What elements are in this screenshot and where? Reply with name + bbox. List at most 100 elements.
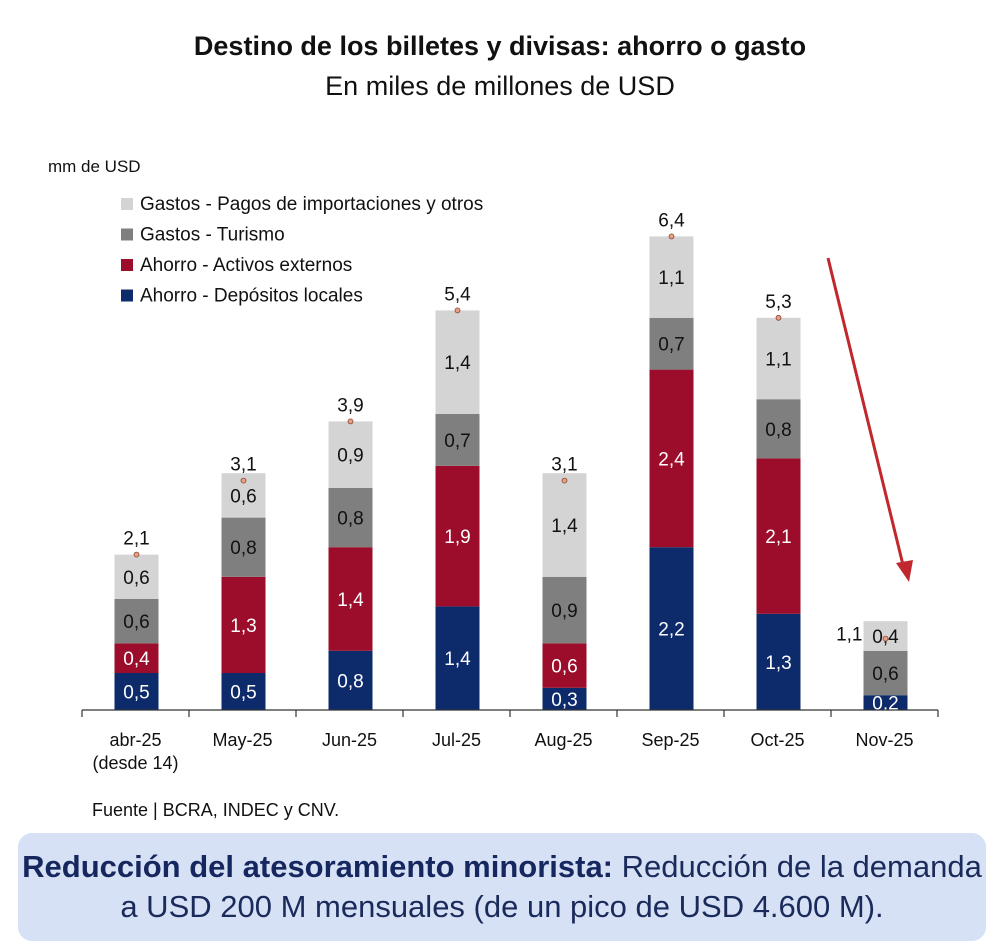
segment-label: 0,3 [551, 690, 577, 711]
x-tick-label: Jun-25 [322, 730, 377, 750]
bar-segment [756, 317, 801, 400]
segment-label: 1,4 [337, 590, 364, 611]
legend-swatch [121, 259, 133, 271]
bar-segment [649, 369, 694, 548]
segment-label: 0,4 [123, 649, 150, 670]
segment-label: 0,2 [872, 694, 898, 715]
bar-segment [863, 650, 908, 696]
legend-swatch [121, 198, 133, 210]
segment-label: 0,7 [444, 431, 470, 452]
segment-label: 1,9 [444, 527, 470, 548]
total-label: 3,1 [230, 455, 256, 476]
x-tick-label: Sep-25 [641, 730, 699, 750]
segment-label: 1,4 [551, 516, 578, 537]
bar-segment [542, 576, 587, 644]
total-marker [133, 551, 140, 558]
bar-segment [435, 465, 480, 607]
total-marker [668, 233, 675, 240]
chart-subtitle: En miles de millones de USD [325, 71, 675, 101]
x-tick-label: May-25 [212, 730, 272, 750]
bar-segment [649, 547, 694, 710]
trend-arrow-shaft [826, 257, 905, 566]
segment-label: 0,7 [658, 335, 684, 356]
callout-box: Reducción del atesoramiento minorista: R… [18, 833, 986, 941]
legend-label: Ahorro - Depósitos locales [140, 286, 363, 307]
x-tick-label: abr-25 [109, 730, 161, 750]
bar-segment [756, 613, 801, 710]
total-marker [347, 418, 354, 425]
total-marker [775, 314, 782, 321]
bar-segment [756, 399, 801, 459]
bar-segment [435, 310, 480, 414]
bar-segment [756, 458, 801, 614]
total-label: 5,3 [765, 292, 791, 313]
bars: 0,5 0,4 0,6 0,6 2,1 0,5 1,3 0,8 0,6 3,1 0,8 1,4 0,8 0… [114, 210, 908, 715]
segment-label: 0,8 [230, 538, 256, 559]
segment-label: 1,3 [230, 616, 256, 637]
bar-segment [114, 599, 159, 644]
segment-label: 1,3 [765, 653, 791, 674]
bar-segment [221, 517, 266, 577]
bar-segment [221, 673, 266, 710]
segment-label: 0,6 [123, 612, 149, 633]
total-label: 5,4 [444, 284, 471, 305]
segment-label: 1,1 [765, 350, 791, 371]
segment-label: 1,4 [444, 649, 471, 670]
segment-label: 0,8 [765, 420, 791, 441]
legend-swatch [121, 228, 133, 241]
total-marker [240, 477, 247, 484]
x-tick-label: Oct-25 [750, 730, 804, 750]
segment-label: 0,9 [337, 446, 363, 467]
bar-segment [328, 650, 373, 710]
bar-segment [114, 673, 159, 710]
legend: Gastos - Pagos de importaciones y otros G… [121, 194, 483, 307]
bar-segment [114, 643, 159, 673]
segment-label: 1,1 [658, 268, 684, 289]
source-note: Fuente | BCRA, INDEC y CNV. [92, 800, 339, 820]
legend-swatch [121, 289, 133, 302]
bar-segment [863, 695, 908, 710]
bar-segment [649, 317, 694, 370]
bar-segment [649, 236, 694, 318]
callout-bold: Reducción del atesoramiento minorista: [22, 849, 614, 884]
total-marker [561, 477, 568, 484]
segment-label: 0,6 [872, 664, 898, 685]
y-axis-label: mm de USD [48, 157, 141, 176]
total-label: 6,4 [658, 210, 685, 231]
chart-title: Destino de los billetes y divisas: ahorr… [194, 31, 806, 61]
x-axis: abr-25 (desde 14) May-25 Jun-25 Jul-25 Aug-25… [81, 709, 939, 773]
segment-label: 2,1 [765, 527, 791, 548]
callout-text: Reducción de la demanda a USD 200 M mens… [120, 849, 982, 924]
segment-label: 2,2 [658, 620, 684, 641]
x-tick-label: Jul-25 [432, 730, 481, 750]
bar-segment [328, 421, 373, 488]
bar-segment [542, 473, 587, 577]
legend-label: Ahorro - Activos externos [140, 255, 352, 276]
bar-segment [328, 547, 373, 651]
total-label: 3,1 [551, 455, 577, 476]
segment-label: 2,4 [658, 449, 685, 470]
segment-label: 1,4 [444, 353, 471, 374]
x-tick-label: Nov-25 [855, 730, 913, 750]
segment-label: 0,9 [551, 601, 577, 622]
segment-label: 0,6 [123, 568, 149, 589]
segment-label: 0,5 [230, 683, 256, 704]
x-tick-note: (desde 14) [92, 753, 178, 773]
bar-segment [542, 687, 587, 710]
segment-label: 0,6 [551, 657, 577, 678]
x-tick-label: Aug-25 [534, 730, 592, 750]
legend-label: Gastos - Pagos de importaciones y otros [140, 194, 483, 215]
total-marker [454, 307, 461, 314]
segment-label: 0,8 [337, 671, 363, 692]
bar-segment [328, 488, 373, 548]
bar-segment [542, 643, 587, 688]
bar-segment [221, 576, 266, 673]
total-marker [882, 635, 889, 642]
segment-label: 0,6 [230, 486, 256, 507]
total-label: 2,1 [123, 529, 149, 550]
bar-segment [435, 414, 480, 466]
legend-label: Gastos - Turismo [140, 225, 285, 246]
segment-label: 0,5 [123, 683, 149, 704]
trend-arrow-head [896, 560, 913, 582]
